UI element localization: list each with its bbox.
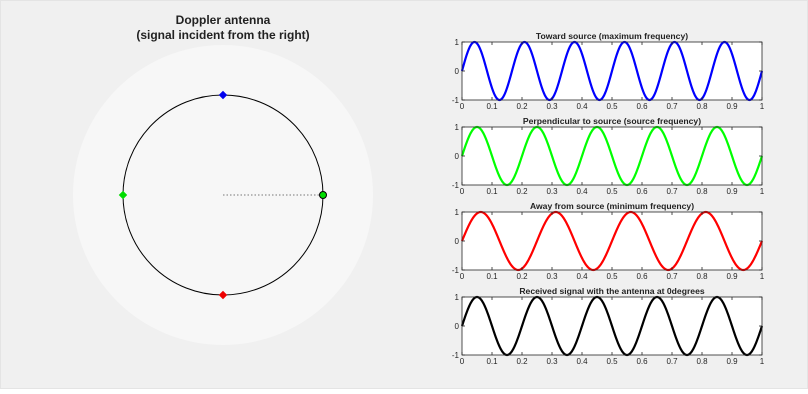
x-tick-label: 0.6: [636, 187, 648, 196]
y-tick-label: 1: [455, 208, 460, 217]
x-tick-label: 0.9: [726, 102, 738, 111]
x-tick-label: 0.9: [726, 272, 738, 281]
antenna-title: Doppler antenna: [176, 13, 271, 27]
marker-right: [319, 191, 327, 199]
x-tick-label: 0.6: [636, 272, 648, 281]
signal-line: [460, 125, 764, 187]
x-tick-label: 0.8: [696, 272, 708, 281]
x-tick-label: 0.6: [636, 357, 648, 366]
x-tick-label: 0.5: [606, 357, 618, 366]
x-tick-label: 0.7: [666, 357, 678, 366]
x-tick-label: 0.7: [666, 272, 678, 281]
plot-2: Perpendicular to source (source frequenc…: [452, 116, 765, 196]
x-tick-label: 0.1: [486, 357, 498, 366]
y-tick-label: 0: [455, 152, 460, 161]
x-tick-label: 0.7: [666, 187, 678, 196]
x-tick-label: 0.7: [666, 102, 678, 111]
x-tick-label: 0: [460, 357, 465, 366]
antenna-markers: [118, 90, 327, 300]
x-tick-label: 0.1: [486, 272, 498, 281]
signal-line: [460, 295, 764, 357]
y-tick-label: 0: [455, 237, 460, 246]
x-tick-label: 0.9: [726, 187, 738, 196]
y-tick-label: -1: [452, 351, 460, 360]
x-tick-label: 0.8: [696, 102, 708, 111]
y-tick-label: 0: [455, 67, 460, 76]
x-tick-label: 0.8: [696, 357, 708, 366]
x-tick-label: 0.1: [486, 187, 498, 196]
plot-title: Perpendicular to source (source frequenc…: [523, 116, 701, 126]
antenna-subtitle: (signal incident from the right): [136, 28, 309, 42]
y-tick-label: 1: [455, 38, 460, 47]
plot-3: Away from source (minimum frequency) 0 0.1…: [452, 201, 765, 281]
x-tick-label: 0.1: [486, 102, 498, 111]
x-tick-label: 0.3: [546, 272, 558, 281]
y-tick-label: -1: [452, 266, 460, 275]
marker-top: [218, 90, 228, 100]
marker-left: [118, 190, 128, 200]
x-tick-label: 0.6: [636, 102, 648, 111]
x-tick-label: 0.3: [546, 187, 558, 196]
x-tick-label: 0.5: [606, 187, 618, 196]
x-tick-label: 0.5: [606, 102, 618, 111]
x-tick-label: 0.4: [576, 272, 588, 281]
antenna-panel: Doppler antenna (signal incident from th…: [73, 13, 373, 345]
x-tick-label: 0.3: [546, 357, 558, 366]
signal-line: [460, 210, 764, 272]
x-tick-label: 0.8: [696, 187, 708, 196]
x-tick-label: 0.2: [516, 357, 528, 366]
x-tick-label: 0: [460, 187, 465, 196]
x-tick-label: 0.4: [576, 102, 588, 111]
x-tick-label: 1: [760, 357, 765, 366]
plot-title: Away from source (minimum frequency): [530, 201, 694, 211]
x-tick-label: 1: [760, 187, 765, 196]
x-tick-label: 1: [760, 272, 765, 281]
y-tick-label: -1: [452, 181, 460, 190]
x-tick-label: 0.9: [726, 357, 738, 366]
plot-4: Received signal with the antenna at 0deg…: [452, 286, 765, 366]
marker-bottom: [218, 290, 228, 300]
signal-plots: Toward source (maximum frequency) 0 0.1 0.2…: [452, 31, 765, 366]
x-tick-label: 0.2: [516, 102, 528, 111]
x-tick-label: 0.5: [606, 272, 618, 281]
y-tick-label: 1: [455, 123, 460, 132]
x-tick-label: 0.4: [576, 187, 588, 196]
x-tick-label: 0: [460, 102, 465, 111]
y-tick-label: 1: [455, 293, 460, 302]
y-tick-label: 0: [455, 322, 460, 331]
x-tick-label: 1: [760, 102, 765, 111]
signal-line: [460, 40, 764, 102]
x-tick-label: 0: [460, 272, 465, 281]
y-tick-label: -1: [452, 96, 460, 105]
x-tick-label: 0.4: [576, 357, 588, 366]
x-tick-label: 0.3: [546, 102, 558, 111]
plot-title: Toward source (maximum frequency): [536, 31, 688, 41]
plot-title: Received signal with the antenna at 0deg…: [519, 286, 705, 296]
x-tick-label: 0.2: [516, 272, 528, 281]
plot-1: Toward source (maximum frequency) 0 0.1 0.2…: [452, 31, 765, 111]
x-tick-label: 0.2: [516, 187, 528, 196]
